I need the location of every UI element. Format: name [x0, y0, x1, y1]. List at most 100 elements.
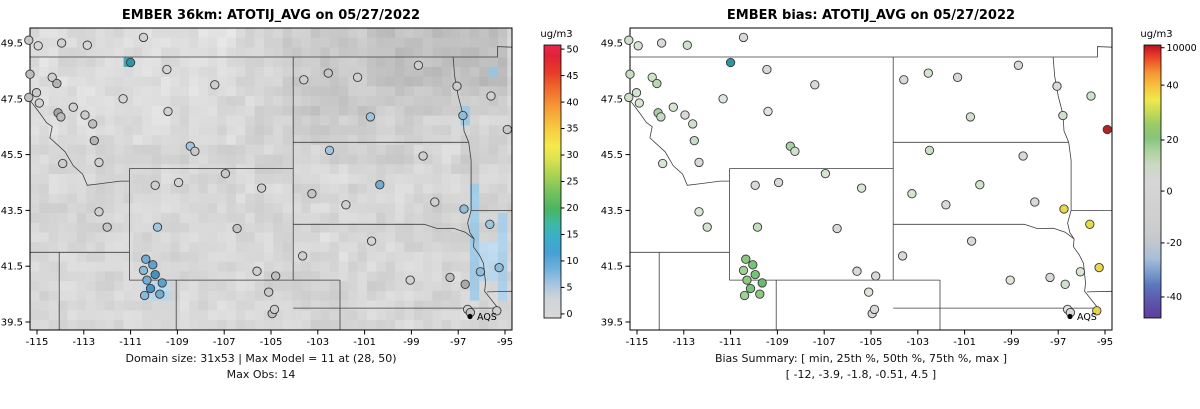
station-dot	[418, 151, 428, 161]
station-dot	[1018, 151, 1028, 161]
station-dot	[102, 222, 112, 232]
svg-text:43.5: 43.5	[601, 206, 623, 217]
station-dot	[1005, 275, 1015, 285]
model-caption-domain: Domain size: 31x53 | Max Model = 11 at (…	[125, 352, 397, 365]
station-dot	[297, 251, 308, 261]
svg-text:-105: -105	[860, 337, 883, 348]
station-dot	[138, 265, 149, 276]
station-dot	[688, 119, 698, 129]
station-dot	[897, 251, 908, 261]
svg-text:-97: -97	[1050, 337, 1066, 348]
station-dot	[1075, 267, 1086, 277]
bias-map-plot: -115 -113 -111 -109 -107 -105 -103 -101 -99 -97 -9…	[601, 27, 1197, 348]
station-dot	[405, 275, 415, 285]
station-dot	[624, 92, 634, 103]
station-dot	[739, 290, 750, 301]
station-dot	[323, 68, 333, 78]
svg-text:-103: -103	[906, 337, 929, 348]
station-dot	[365, 112, 376, 122]
station-dot	[24, 35, 34, 45]
station-dot	[656, 38, 667, 48]
svg-text:-99: -99	[403, 337, 419, 348]
svg-text:0: 0	[1167, 186, 1173, 197]
aqs-legend: AQS	[1067, 312, 1097, 323]
station-dot	[966, 236, 977, 246]
station-dot	[742, 275, 752, 285]
station-dot	[485, 219, 495, 229]
station-dot	[148, 260, 158, 270]
svg-text:-105: -105	[260, 337, 283, 348]
station-dot	[763, 106, 773, 117]
svg-text:20: 20	[567, 203, 579, 214]
station-dot	[656, 112, 666, 122]
svg-text:39.5: 39.5	[1, 318, 23, 329]
station-dot	[307, 189, 317, 199]
station-dot	[162, 64, 172, 75]
station-dot	[856, 183, 867, 193]
station-dot	[25, 69, 35, 79]
station-dot	[220, 168, 231, 179]
station-dot	[965, 112, 976, 122]
station-dot	[624, 35, 634, 45]
station-dot	[907, 189, 917, 199]
station-dot	[141, 254, 151, 264]
station-dot	[647, 72, 657, 82]
station-dot	[494, 262, 504, 273]
station-dot	[152, 222, 163, 232]
station-dot	[790, 146, 800, 156]
station-dot	[923, 68, 933, 78]
raster-layer	[30, 28, 512, 330]
station-dot	[741, 254, 751, 264]
station-dot	[1045, 272, 1055, 283]
station-dot	[689, 135, 699, 146]
svg-text:43.5: 43.5	[1, 206, 23, 217]
svg-text:-115: -115	[26, 337, 49, 348]
station-dot	[634, 98, 644, 108]
svg-text:-113: -113	[672, 337, 695, 348]
bias-caption-summary: Bias Summary: [ min, 25th %, 50th %, 75t…	[714, 352, 1008, 365]
svg-text:-95: -95	[497, 337, 513, 348]
station-dot	[88, 119, 98, 129]
x-axis: -115 -113 -111 -109 -107 -105 -103 -101 -99 -97 -9…	[26, 330, 513, 348]
station-dot	[157, 278, 167, 288]
station-dot	[269, 304, 280, 315]
station-dot	[352, 72, 363, 82]
model-map-plot: -115 -113 -111 -109 -107 -105 -103 -101 -99 -97 -9…	[1, 27, 579, 348]
station-dot	[869, 304, 880, 315]
station-dot	[256, 183, 267, 193]
station-dot	[56, 112, 66, 122]
station-dot	[264, 287, 274, 297]
station-dot	[324, 145, 335, 156]
colorbar-unit-label: ug/m3	[540, 29, 572, 40]
svg-text:-20: -20	[1167, 238, 1183, 249]
station-dot	[725, 57, 736, 68]
station-dot	[871, 271, 881, 281]
station-dot	[150, 180, 160, 190]
model-panel: EMBER 36km: ATOTIJ_AVG on 05/27/2022 -11…	[1, 8, 579, 381]
station-dot	[173, 177, 184, 188]
station-dot	[458, 110, 468, 121]
station-dot	[155, 289, 165, 299]
station-dot	[750, 269, 760, 280]
bias-caption-values: [ -12, -3.9, -1.8, -0.51, 4.5 ]	[785, 368, 937, 381]
station-dot	[33, 41, 43, 51]
station-dot	[460, 279, 470, 289]
model-caption-maxobs: Max Obs: 14	[226, 368, 296, 381]
station-dot	[24, 92, 34, 103]
plot-box	[629, 27, 1113, 331]
svg-text:30: 30	[567, 150, 579, 161]
svg-text:49.5: 49.5	[601, 39, 623, 50]
svg-text:-101: -101	[353, 337, 376, 348]
station-dot	[1094, 262, 1104, 273]
svg-text:45.5: 45.5	[1, 150, 23, 161]
station-dot	[864, 287, 874, 297]
station-dot	[1102, 124, 1112, 135]
station-dot	[773, 177, 784, 188]
station-dot	[459, 204, 469, 214]
station-dot	[1059, 204, 1069, 214]
station-dot	[47, 72, 57, 82]
station-dot	[139, 290, 150, 301]
svg-text:-103: -103	[306, 337, 329, 348]
station-dot	[975, 180, 985, 190]
station-dot	[832, 223, 842, 234]
